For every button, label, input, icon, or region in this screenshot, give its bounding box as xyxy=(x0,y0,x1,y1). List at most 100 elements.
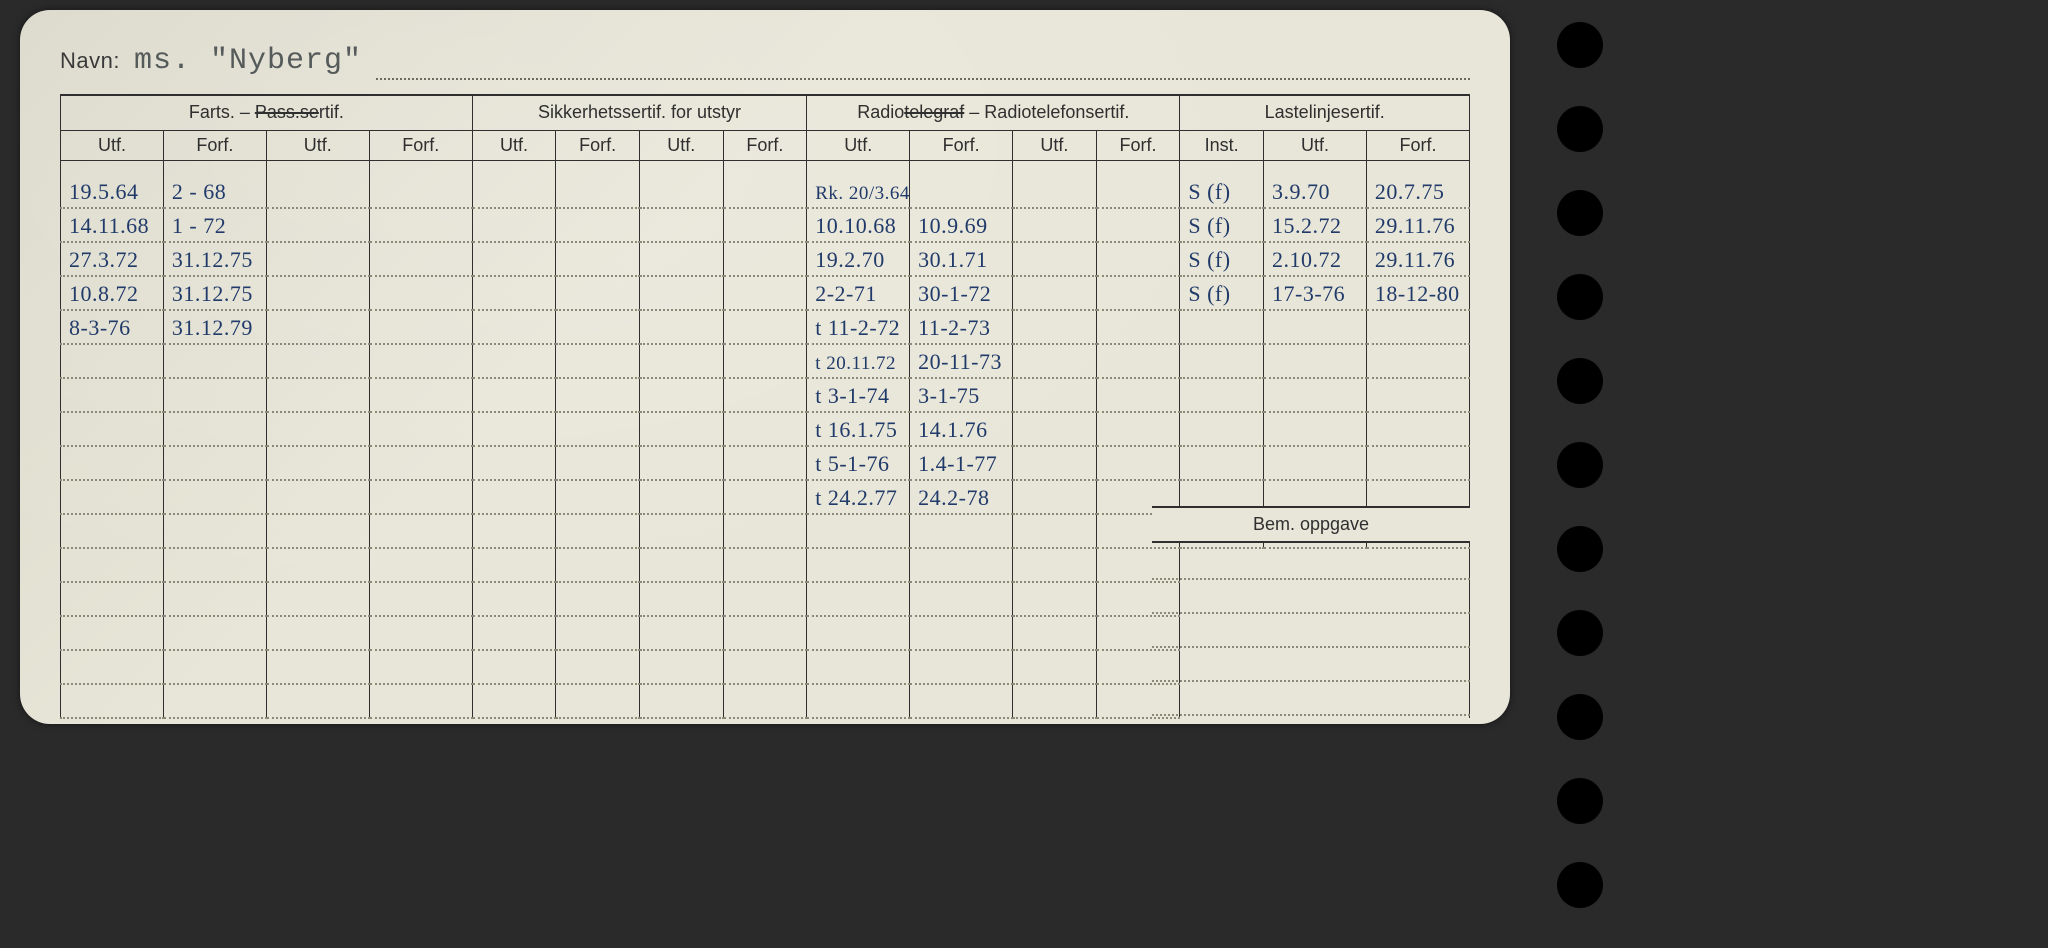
table-cell xyxy=(369,582,472,616)
binder-hole xyxy=(1557,610,1603,656)
handwritten-entry: S (f) xyxy=(1180,281,1263,309)
table-cell xyxy=(163,378,266,412)
table-cell xyxy=(556,208,640,242)
handwritten-entry: t 20.11.72 xyxy=(807,353,909,377)
table-row: 8-3-7631.12.79t 11-2-7211-2-73 xyxy=(61,310,1470,344)
table-cell: 10.8.72 xyxy=(61,276,164,310)
table-cell xyxy=(61,480,164,514)
table-cell xyxy=(1096,344,1180,378)
table-cell xyxy=(910,650,1013,684)
table-cell xyxy=(472,208,556,242)
table-cell xyxy=(1096,446,1180,480)
table-cell xyxy=(369,684,472,718)
handwritten-entry: 19.5.64 xyxy=(61,179,163,207)
group-sikkerhet: Sikkerhetssertif. for utstyr xyxy=(472,96,807,130)
table-cell: 30.1.71 xyxy=(910,242,1013,276)
handwritten-entry: t 3-1-74 xyxy=(807,383,909,411)
handwritten-entry: S (f) xyxy=(1180,213,1263,241)
handwritten-entry: S (f) xyxy=(1180,247,1263,275)
table-cell xyxy=(556,412,640,446)
table-cell xyxy=(723,160,807,208)
table-cell xyxy=(61,548,164,582)
table-cell xyxy=(639,242,723,276)
table-cell xyxy=(723,514,807,548)
table-cell xyxy=(807,650,910,684)
handwritten-entry: 27.3.72 xyxy=(61,247,163,275)
table-cell xyxy=(639,514,723,548)
table-cell xyxy=(1013,242,1097,276)
table-cell xyxy=(1180,446,1264,480)
binder-hole xyxy=(1557,106,1603,152)
table-cell: 10.9.69 xyxy=(910,208,1013,242)
table-cell xyxy=(61,684,164,718)
table-cell: S (f) xyxy=(1180,160,1264,208)
table-cell xyxy=(723,412,807,446)
table-cell xyxy=(1180,378,1264,412)
table-cell xyxy=(1096,310,1180,344)
table-cell xyxy=(639,684,723,718)
handwritten-entry: 10.9.69 xyxy=(910,213,1012,241)
table-cell: 31.12.79 xyxy=(163,310,266,344)
group-farts: Farts. – Pass.sertif. xyxy=(61,96,473,130)
handwritten-entry: 18-12-80 xyxy=(1367,281,1469,309)
table-cell xyxy=(807,582,910,616)
table-cell xyxy=(1013,548,1097,582)
handwritten-entry: 20.7.75 xyxy=(1367,179,1469,207)
table-cell xyxy=(723,446,807,480)
name-value: ms. "Nyberg" xyxy=(134,44,362,78)
table-cell xyxy=(472,548,556,582)
table-cell xyxy=(723,548,807,582)
table-cell: 18-12-80 xyxy=(1366,276,1469,310)
table-row: 14.11.681 - 7210.10.6810.9.69S (f)15.2.7… xyxy=(61,208,1470,242)
binder-hole xyxy=(1557,22,1603,68)
name-dotline xyxy=(376,78,1470,80)
table-cell xyxy=(266,310,369,344)
table-cell xyxy=(266,582,369,616)
table-cell xyxy=(723,616,807,650)
handwritten-entry: 10.10.68 xyxy=(807,213,909,241)
table-cell xyxy=(1013,208,1097,242)
table-cell: S (f) xyxy=(1180,208,1264,242)
table-cell xyxy=(1180,412,1264,446)
table-cell: 14.11.68 xyxy=(61,208,164,242)
table-cell: 1.4-1-77 xyxy=(910,446,1013,480)
binder-holes xyxy=(1540,0,1620,948)
table-cell xyxy=(556,344,640,378)
table-cell: 8-3-76 xyxy=(61,310,164,344)
binder-hole xyxy=(1557,526,1603,572)
handwritten-entry: 31.12.75 xyxy=(164,281,266,309)
table-cell xyxy=(61,650,164,684)
table-cell xyxy=(910,160,1013,208)
table-cell xyxy=(369,650,472,684)
table-cell xyxy=(1264,412,1367,446)
handwritten-entry: S (f) xyxy=(1180,179,1263,207)
table-cell xyxy=(163,344,266,378)
table-cell xyxy=(266,276,369,310)
table-cell: 20.7.75 xyxy=(1366,160,1469,208)
table-cell xyxy=(723,310,807,344)
table-cell xyxy=(807,684,910,718)
table-cell xyxy=(1013,446,1097,480)
table-cell xyxy=(1096,242,1180,276)
table-cell xyxy=(266,208,369,242)
table-cell: S (f) xyxy=(1180,242,1264,276)
table-cell xyxy=(1264,310,1367,344)
table-cell xyxy=(807,514,910,548)
table-cell xyxy=(1013,344,1097,378)
table-cell xyxy=(556,276,640,310)
table-cell xyxy=(556,684,640,718)
table-cell xyxy=(556,446,640,480)
table-cell xyxy=(1264,378,1367,412)
handwritten-entry: 15.2.72 xyxy=(1264,213,1366,241)
table-cell xyxy=(723,344,807,378)
table-cell xyxy=(1264,446,1367,480)
table-cell xyxy=(472,684,556,718)
table-cell xyxy=(1013,616,1097,650)
table-cell: 17-3-76 xyxy=(1264,276,1367,310)
handwritten-entry: 2.10.72 xyxy=(1264,247,1366,275)
table-row: t 3-1-743-1-75 xyxy=(61,378,1470,412)
handwritten-entry: 14.11.68 xyxy=(61,213,163,241)
table-cell xyxy=(369,446,472,480)
table-cell xyxy=(1096,378,1180,412)
index-card: Navn: ms. "Nyberg" Farts. – Pass.sertif.… xyxy=(20,10,1510,724)
